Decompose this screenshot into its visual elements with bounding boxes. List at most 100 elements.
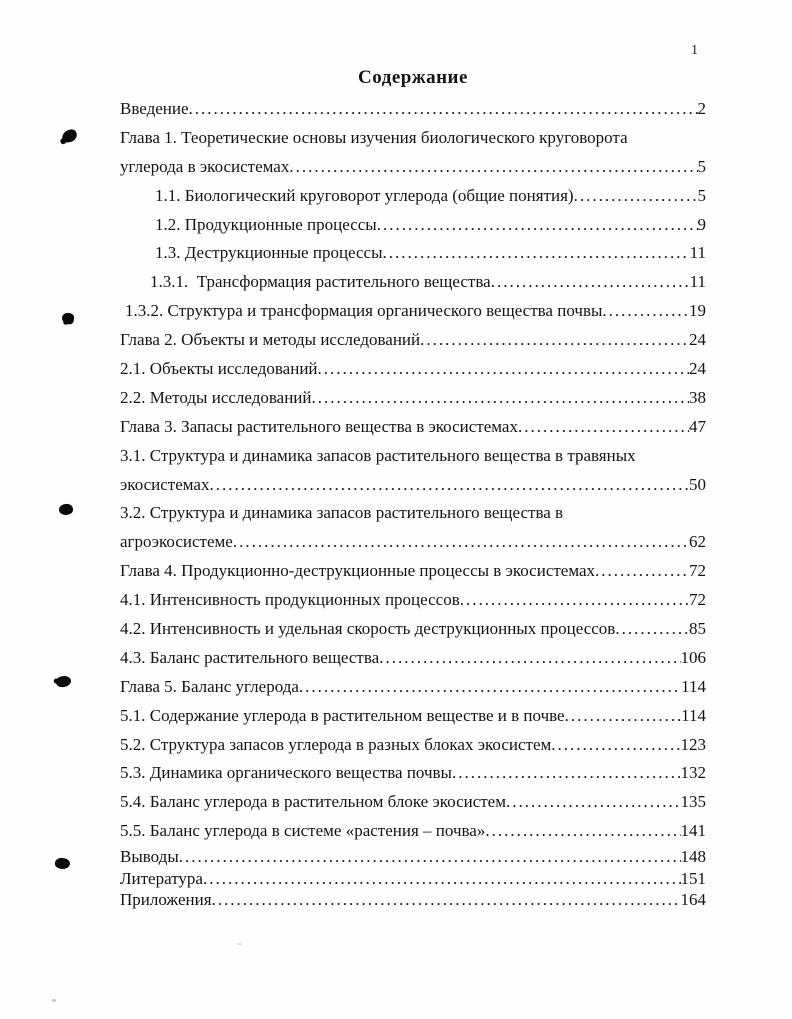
dot-leader bbox=[289, 153, 697, 182]
toc-entry-page: 151 bbox=[680, 868, 707, 888]
toc-row: 2.2. Методы исследований 38 bbox=[120, 384, 706, 413]
dot-leader bbox=[491, 268, 690, 297]
dot-leader bbox=[551, 731, 680, 760]
dot-leader bbox=[203, 868, 681, 889]
toc-row: Глава 4. Продукционно-деструкционные про… bbox=[120, 557, 706, 586]
dot-leader bbox=[574, 182, 698, 211]
toc-row: 4.1. Интенсивность продукционных процесс… bbox=[120, 586, 706, 615]
scan-speck bbox=[237, 943, 242, 945]
toc-row: 1.2. Продукционные процессы 9 bbox=[120, 211, 706, 240]
dot-leader bbox=[485, 817, 680, 846]
toc-entry-text: экосистемах bbox=[120, 474, 210, 494]
toc-entry-page: 148 bbox=[680, 847, 707, 867]
toc-entry-text: Литература bbox=[120, 868, 203, 888]
toc-entry-page: 114 bbox=[681, 676, 706, 696]
ink-blot bbox=[58, 503, 74, 516]
toc-row: 1.3.2. Структура и трансформация органич… bbox=[120, 297, 706, 326]
toc-entry-text: 5.5. Баланс углерода в системе «растения… bbox=[120, 821, 486, 841]
toc-row: 3.2. Структура и динамика запасов растит… bbox=[120, 499, 706, 528]
toc-row: 5.3. Динамика органического вещества поч… bbox=[120, 759, 706, 788]
toc-row: Глава 5. Баланс углерода 114 bbox=[120, 673, 706, 702]
toc-row: углерода в экосистемах 5 bbox=[120, 153, 706, 182]
dot-leader bbox=[318, 355, 689, 384]
toc-entry-text: 5.3. Динамика органического вещества поч… bbox=[120, 763, 452, 783]
dot-leader bbox=[179, 846, 681, 867]
dot-leader bbox=[299, 673, 681, 702]
toc-entry-text: 5.2. Структура запасов углерода в разных… bbox=[120, 734, 552, 754]
dot-leader bbox=[420, 326, 689, 355]
toc-entry-text: 5.1. Содержание углерода в растительном … bbox=[120, 705, 565, 725]
toc-entry-page: 106 bbox=[680, 647, 707, 667]
toc-row: Выводы 148 bbox=[120, 846, 706, 867]
toc-entry-text: 1.1. Биологический круговорот углерода (… bbox=[155, 185, 574, 205]
toc-entry-text: 1.2. Продукционные процессы bbox=[155, 214, 377, 234]
page-title: Содержание bbox=[358, 67, 468, 88]
toc-row: 1.3.1. Трансформация растительного вещес… bbox=[120, 268, 706, 297]
toc-entry-page: 135 bbox=[680, 792, 707, 812]
toc-entry-page: 72 bbox=[689, 590, 706, 610]
toc-row: 1.1. Биологический круговорот углерода (… bbox=[120, 182, 706, 211]
dot-leader bbox=[460, 586, 689, 615]
toc-entry-page: 5 bbox=[697, 156, 707, 176]
toc-row: Глава 3. Запасы растительного вещества в… bbox=[120, 413, 706, 442]
toc-entry-page: 2 bbox=[697, 99, 707, 118]
toc-row: 5.1. Содержание углерода в растительном … bbox=[120, 702, 706, 731]
toc-entry-text: Введение bbox=[120, 99, 189, 118]
toc-row: Глава 1. Теоретические основы изучения б… bbox=[120, 124, 706, 153]
ink-blot bbox=[54, 857, 71, 870]
dot-leader bbox=[209, 471, 689, 500]
toc-entry-page: 132 bbox=[680, 763, 707, 783]
toc-row: Литература 151 bbox=[120, 868, 706, 889]
scan-speck bbox=[52, 999, 56, 1002]
toc-entry-page: 9 bbox=[697, 214, 707, 234]
dot-leader bbox=[602, 297, 689, 326]
toc-entry-text: 5.4. Баланс углерода в растительном блок… bbox=[120, 792, 506, 812]
toc-entry-text: Глава 4. Продукционно-деструкционные про… bbox=[120, 561, 596, 581]
toc-row: Введение 2 bbox=[120, 95, 706, 124]
toc-entry-page: 24 bbox=[689, 330, 706, 350]
dot-leader bbox=[312, 384, 689, 413]
toc-row: 1.3. Деструкционные процессы 11 bbox=[120, 239, 706, 268]
toc-row: 2.1. Объекты исследований 24 bbox=[120, 355, 706, 384]
dot-leader bbox=[377, 211, 698, 240]
dot-leader bbox=[506, 788, 681, 817]
toc-entry-text: 2.1. Объекты исследований bbox=[120, 359, 318, 379]
toc-entry-text: 2.2. Методы исследований bbox=[120, 387, 312, 407]
toc-entry-page: 5 bbox=[697, 185, 707, 205]
dot-leader bbox=[452, 759, 681, 788]
toc-row: 4.3. Баланс растительного вещества 106 bbox=[120, 644, 706, 673]
ink-blot bbox=[60, 127, 79, 145]
toc-entry-text: 1.3.1. Трансформация растительного вещес… bbox=[150, 272, 491, 292]
dot-leader bbox=[565, 702, 682, 731]
toc-entry-page: 24 bbox=[689, 359, 706, 379]
dot-leader bbox=[595, 557, 689, 586]
toc-entry-text: 3.1. Структура и динамика запасов растит… bbox=[120, 445, 636, 465]
toc-entry-text: Приложения bbox=[120, 889, 212, 909]
toc-entry-text: 3.2. Структура и динамика запасов растит… bbox=[120, 503, 564, 523]
toc-entry-text: 1.3.2. Структура и трансформация органич… bbox=[125, 301, 603, 321]
toc-entry-text: Выводы bbox=[120, 847, 179, 867]
toc-entry-page: 11 bbox=[689, 272, 706, 292]
table-of-contents: Введение 2 Глава 1. Теоретические основы … bbox=[120, 95, 706, 910]
toc-entry-page: 141 bbox=[680, 821, 707, 841]
toc-entry-page: 38 bbox=[689, 387, 706, 407]
toc-row: 5.2. Структура запасов углерода в разных… bbox=[120, 731, 706, 760]
toc-entry-text: 4.2. Интенсивность и удельная скорость д… bbox=[120, 619, 616, 639]
toc-entry-text: 1.3. Деструкционные процессы bbox=[155, 243, 383, 263]
toc-entry-page: 19 bbox=[689, 301, 706, 321]
toc-row: Глава 2. Объекты и методы исследований 24 bbox=[120, 326, 706, 355]
toc-entry-text: Глава 3. Запасы растительного вещества в… bbox=[120, 416, 518, 436]
toc-entry-page: 85 bbox=[689, 619, 706, 639]
toc-entry-page: 114 bbox=[681, 705, 706, 725]
toc-entry-page: 47 bbox=[689, 416, 706, 436]
toc-entry-text: 4.1. Интенсивность продукционных процесс… bbox=[120, 590, 460, 610]
dot-leader bbox=[383, 239, 690, 268]
dot-leader bbox=[379, 644, 680, 673]
toc-entry-page: 62 bbox=[689, 532, 706, 552]
dot-leader bbox=[233, 528, 689, 557]
ink-blot bbox=[55, 674, 72, 689]
toc-entry-page: 11 bbox=[689, 243, 706, 263]
dot-leader bbox=[518, 413, 689, 442]
toc-row: агроэкосистеме 62 bbox=[120, 528, 706, 557]
